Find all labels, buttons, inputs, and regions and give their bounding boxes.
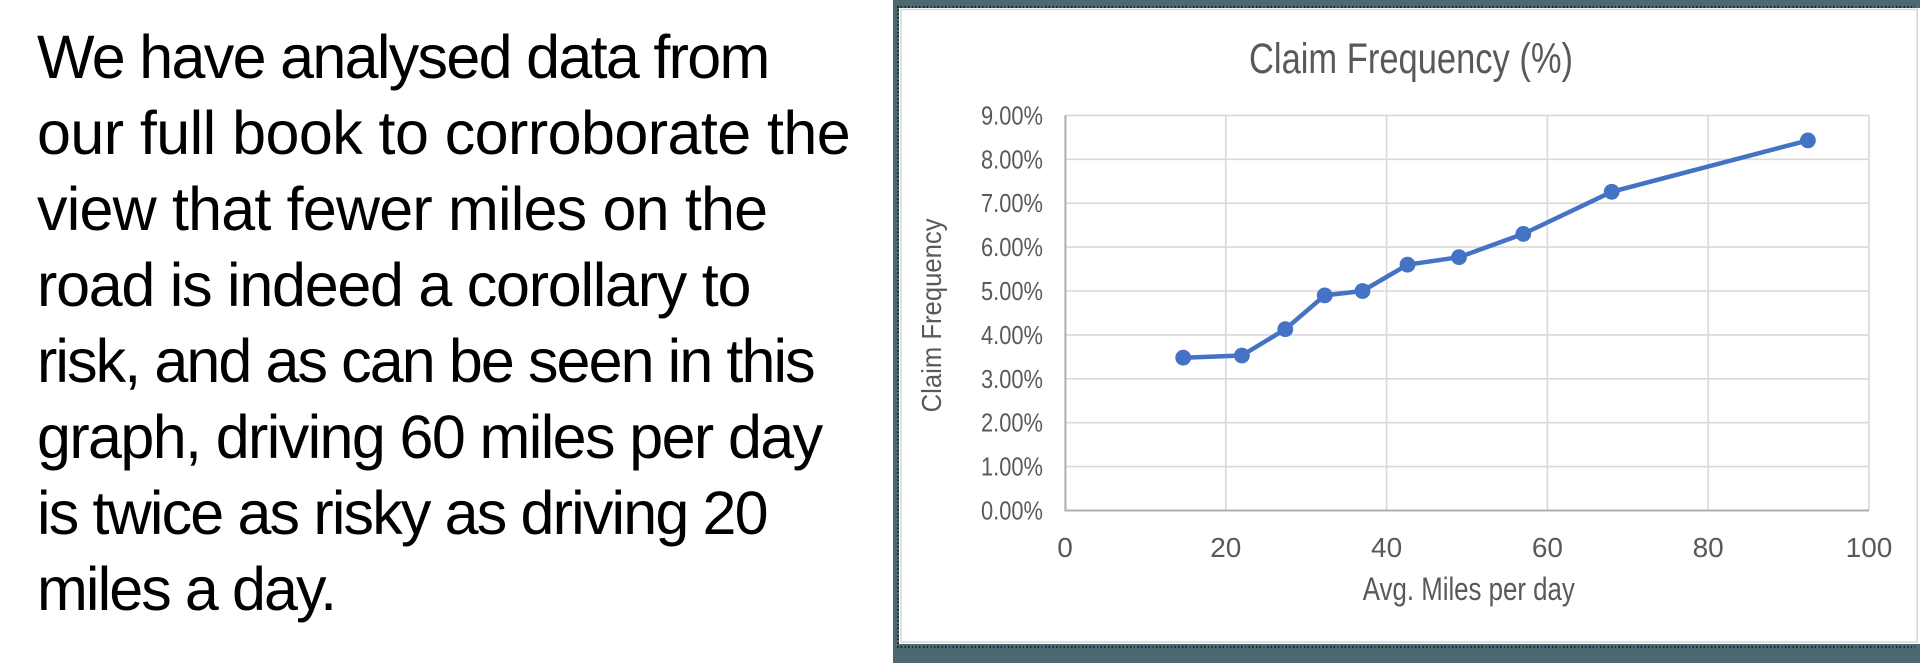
svg-text:20: 20 (1210, 532, 1241, 563)
svg-text:Claim Frequency (%): Claim Frequency (%) (1249, 35, 1573, 83)
svg-text:0: 0 (1057, 532, 1073, 563)
svg-text:7.00%: 7.00% (981, 188, 1043, 218)
svg-text:6.00%: 6.00% (981, 232, 1043, 262)
svg-text:4.00%: 4.00% (981, 320, 1043, 350)
svg-text:0.00%: 0.00% (981, 496, 1043, 526)
svg-text:60: 60 (1532, 532, 1563, 563)
svg-text:2.00%: 2.00% (981, 408, 1043, 438)
svg-text:80: 80 (1693, 532, 1724, 563)
svg-text:1.00%: 1.00% (981, 452, 1043, 482)
svg-text:9.00%: 9.00% (981, 100, 1043, 130)
svg-text:8.00%: 8.00% (981, 144, 1043, 174)
svg-text:Claim Frequency: Claim Frequency (916, 218, 947, 412)
svg-text:3.00%: 3.00% (981, 364, 1043, 394)
svg-text:40: 40 (1371, 532, 1402, 563)
svg-text:100: 100 (1846, 532, 1893, 563)
svg-text:Avg. Miles per day: Avg. Miles per day (1363, 571, 1575, 607)
svg-text:5.00%: 5.00% (981, 276, 1043, 306)
